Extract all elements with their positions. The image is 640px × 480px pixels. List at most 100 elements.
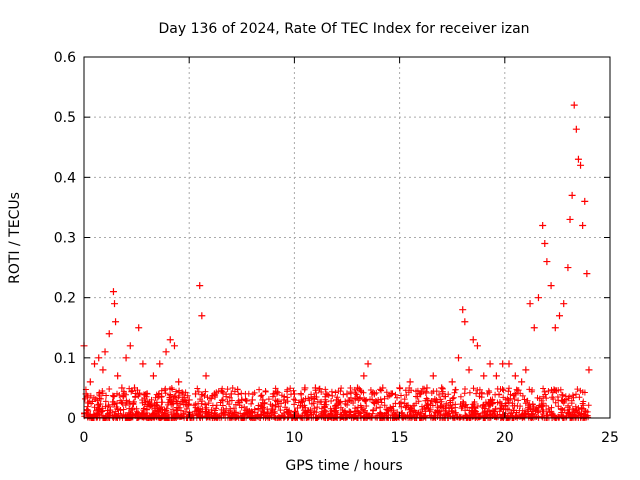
data-point bbox=[556, 312, 564, 320]
data-point bbox=[511, 372, 519, 380]
data-point bbox=[290, 390, 298, 398]
data-point bbox=[547, 282, 555, 290]
data-point bbox=[585, 366, 593, 374]
data-point bbox=[469, 336, 477, 344]
data-point bbox=[530, 324, 538, 332]
data-point bbox=[280, 396, 288, 404]
y-tick-label: 0.4 bbox=[54, 170, 76, 186]
data-point bbox=[166, 336, 174, 344]
data-point bbox=[105, 330, 113, 338]
data-point bbox=[111, 300, 119, 308]
chart-title: Day 136 of 2024, Rate Of TEC Index for r… bbox=[158, 21, 529, 37]
y-tick-label: 0.3 bbox=[54, 231, 76, 247]
data-point bbox=[429, 372, 437, 380]
data-point bbox=[379, 384, 387, 392]
data-point bbox=[541, 240, 549, 248]
data-point bbox=[95, 354, 103, 362]
data-point bbox=[583, 270, 591, 278]
y-tick-label: 0.6 bbox=[54, 50, 76, 66]
data-point bbox=[499, 360, 507, 368]
x-tick-label: 0 bbox=[80, 430, 89, 446]
data-point bbox=[301, 384, 309, 392]
data-point bbox=[170, 342, 178, 350]
data-point bbox=[534, 294, 542, 302]
x-tick-label: 15 bbox=[391, 430, 409, 446]
data-point bbox=[86, 378, 94, 386]
data-point bbox=[459, 306, 467, 314]
data-point bbox=[269, 390, 277, 398]
data-point bbox=[539, 221, 547, 229]
x-axis-ticks: 0 5 10 15 20 25 bbox=[80, 57, 619, 446]
data-point bbox=[387, 390, 395, 398]
data-point bbox=[122, 354, 130, 362]
data-point bbox=[465, 366, 473, 374]
data-point bbox=[423, 384, 431, 392]
data-point bbox=[574, 155, 582, 163]
y-axis-label: ROTI / TECUs bbox=[7, 192, 23, 284]
data-point bbox=[139, 360, 147, 368]
y-tick-label: 0.5 bbox=[54, 110, 76, 126]
data-point bbox=[543, 258, 551, 266]
data-point bbox=[364, 360, 372, 368]
data-point bbox=[114, 372, 122, 380]
data-point bbox=[311, 384, 319, 392]
data-point bbox=[118, 384, 126, 392]
data-point bbox=[526, 300, 534, 308]
data-point bbox=[551, 324, 559, 332]
data-point bbox=[322, 390, 330, 398]
data-point bbox=[417, 390, 425, 398]
data-point bbox=[91, 360, 99, 368]
data-point bbox=[343, 390, 351, 398]
data-point bbox=[109, 288, 117, 296]
data-point bbox=[581, 197, 589, 205]
data-point bbox=[143, 390, 151, 398]
data-point bbox=[486, 360, 494, 368]
data-point bbox=[130, 384, 138, 392]
data-point bbox=[577, 161, 585, 169]
data-point bbox=[185, 396, 193, 404]
data-point bbox=[396, 384, 404, 392]
data-points bbox=[80, 101, 593, 404]
x-axis-label: GPS time / hours bbox=[285, 458, 402, 474]
y-tick-label: 0 bbox=[67, 411, 76, 427]
data-point bbox=[179, 390, 187, 398]
data-point bbox=[461, 318, 469, 326]
x-tick-label: 20 bbox=[496, 430, 514, 446]
data-point bbox=[219, 396, 227, 404]
data-point bbox=[492, 372, 500, 380]
data-point bbox=[360, 372, 368, 380]
data-point bbox=[455, 354, 463, 362]
data-point bbox=[227, 390, 235, 398]
data-point bbox=[198, 312, 206, 320]
data-point bbox=[126, 342, 134, 350]
data-point bbox=[259, 396, 267, 404]
data-point bbox=[112, 318, 120, 326]
data-point bbox=[522, 366, 530, 374]
y-axis-ticks: 0 0.1 0.2 0.3 0.4 0.5 0.6 bbox=[54, 50, 610, 427]
data-point bbox=[505, 360, 513, 368]
data-point bbox=[149, 372, 157, 380]
data-point bbox=[370, 390, 378, 398]
x-tick-label: 5 bbox=[185, 430, 194, 446]
data-point bbox=[101, 348, 109, 356]
data-point bbox=[579, 221, 587, 229]
data-point bbox=[568, 191, 576, 199]
data-point bbox=[192, 390, 200, 398]
data-point bbox=[202, 372, 210, 380]
data-point bbox=[238, 396, 246, 404]
data-point bbox=[210, 390, 218, 398]
data-point bbox=[332, 396, 340, 404]
data-point bbox=[354, 384, 362, 392]
data-point bbox=[480, 372, 488, 380]
grid-lines bbox=[84, 57, 610, 418]
data-point bbox=[572, 125, 580, 133]
data-point bbox=[175, 378, 183, 386]
data-point bbox=[156, 360, 164, 368]
data-point bbox=[438, 384, 446, 392]
data-point bbox=[560, 300, 568, 308]
data-point bbox=[135, 324, 143, 332]
x-tick-label: 25 bbox=[601, 430, 619, 446]
data-point bbox=[406, 378, 414, 386]
data-point bbox=[196, 282, 204, 290]
